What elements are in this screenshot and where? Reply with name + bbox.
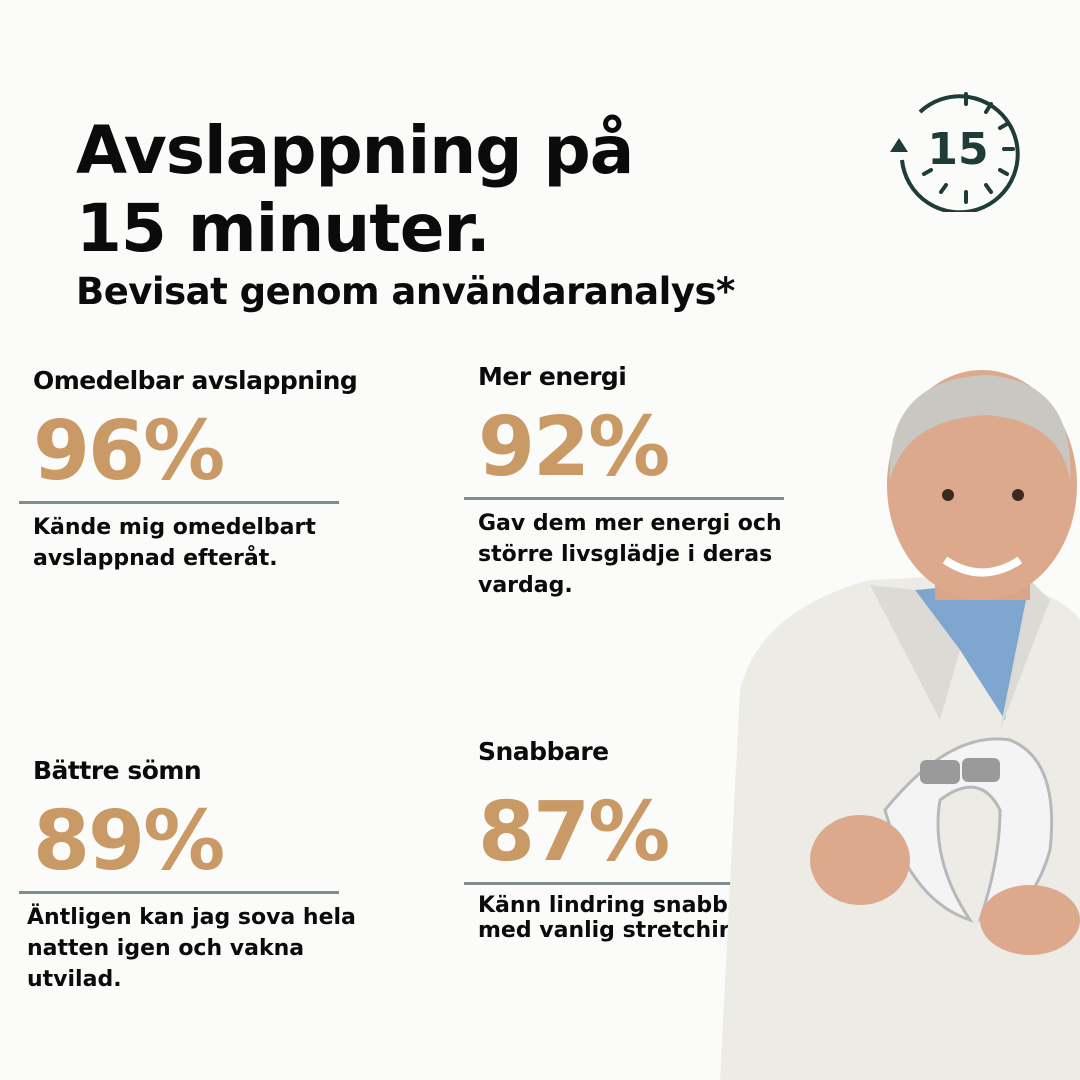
timer-15-icon: 15 xyxy=(890,92,1020,212)
subtitle: Bevisat genom användaranalys* xyxy=(76,270,735,313)
timer-number: 15 xyxy=(927,124,988,175)
divider xyxy=(19,891,339,894)
stat-description: Kände mig omedelbart avslappnad efteråt. xyxy=(33,515,316,571)
stat-description: Gav dem mer energi och större livsglädje… xyxy=(478,511,782,598)
stat-value: 87% xyxy=(478,785,670,880)
headline-line-1: Avslappning på xyxy=(76,112,634,189)
stat-label: Snabbare xyxy=(478,737,609,766)
doctor-with-neck-massager-image xyxy=(720,370,1080,1080)
divider xyxy=(464,497,784,500)
divider xyxy=(19,501,339,504)
stat-label: Mer energi xyxy=(478,362,627,391)
stat-instant-relaxation: Omedelbar avslappning 96% Kände mig omed… xyxy=(19,366,363,574)
stat-value: 89% xyxy=(33,794,225,889)
stat-label: Bättre sömn xyxy=(33,756,202,785)
headline-line-2: 15 minuter. xyxy=(76,190,491,267)
headline: Avslappning på 15 minuter. xyxy=(76,112,634,268)
stat-value: 96% xyxy=(33,404,225,499)
stat-value: 92% xyxy=(478,400,670,495)
divider xyxy=(464,882,784,885)
stat-label: Omedelbar avslappning xyxy=(33,366,358,395)
stat-better-sleep: Bättre sömn 89% Äntligen kan jag sova he… xyxy=(19,756,363,995)
stat-more-energy: Mer energi 92% Gav dem mer energi och st… xyxy=(464,362,808,601)
stat-description: Äntligen kan jag sova hela natten igen o… xyxy=(27,905,356,992)
